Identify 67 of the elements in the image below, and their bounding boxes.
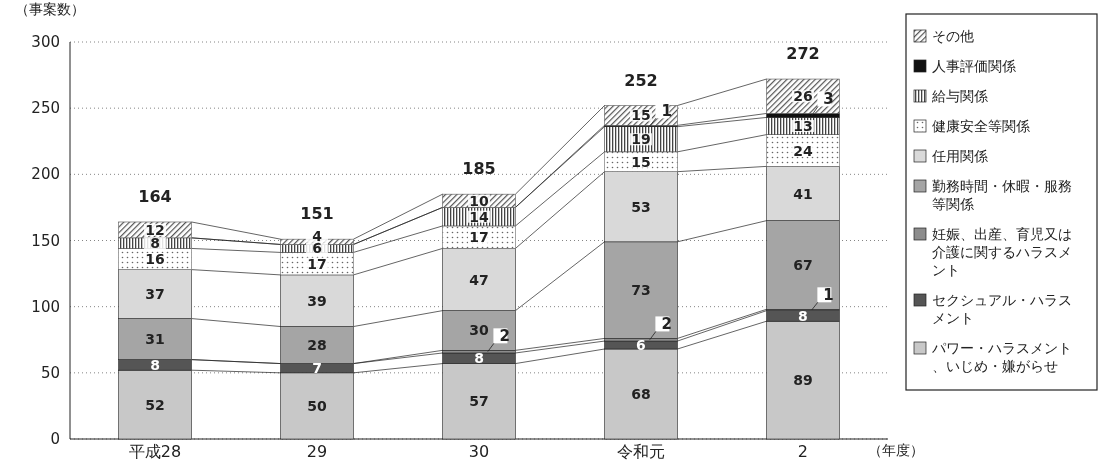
legend-label: 人事評価関係 (932, 58, 1016, 74)
data-label: 19 (631, 131, 651, 148)
data-label: 8 (474, 350, 484, 367)
data-label: 8 (150, 235, 160, 252)
data-label: 52 (145, 396, 165, 413)
data-label: 26 (793, 88, 813, 105)
data-label: 15 (631, 107, 651, 124)
data-label: 8 (150, 356, 160, 373)
data-label: 30 (469, 322, 489, 339)
data-label: 1 (661, 102, 672, 121)
data-label: 53 (631, 198, 651, 215)
data-label: 13 (793, 118, 813, 135)
data-label: 24 (793, 142, 813, 159)
data-label: 16 (145, 251, 165, 268)
legend-label: 健康安全等関係 (932, 118, 1030, 134)
data-label: 2 (499, 327, 510, 346)
data-label: 2 (661, 315, 672, 334)
total-label: 185 (462, 159, 496, 179)
data-label: 3 (823, 90, 834, 109)
data-label: 12 (145, 221, 165, 238)
y-tick-label: 300 (31, 33, 60, 51)
x-tick-label: 令和元 (616, 442, 665, 461)
legend-label: その他 (932, 28, 974, 44)
total-label: 252 (624, 70, 658, 90)
total-label: 151 (300, 204, 334, 224)
y-tick-label: 200 (31, 165, 60, 184)
data-label: 17 (469, 229, 489, 246)
data-label: 1 (823, 286, 834, 305)
data-label: 6 (312, 240, 322, 257)
data-label: 47 (469, 271, 489, 288)
data-label: 67 (793, 256, 813, 273)
x-tick-label: 29 (306, 442, 328, 461)
legend-label: 勤務時間・休暇・服務等関係 (932, 178, 1072, 212)
total-label: 164 (138, 186, 172, 206)
y-axis-title: （事案数） (15, 1, 85, 17)
data-label: 7 (312, 360, 322, 377)
data-label: 37 (145, 286, 165, 303)
legend-label: 給与関係 (931, 88, 988, 104)
legend-label: セクシュアル・ハラスメント (932, 292, 1072, 326)
y-tick-label: 250 (31, 99, 60, 118)
y-tick-label: 150 (31, 231, 60, 250)
y-tick-label: 100 (31, 297, 60, 316)
data-label: 73 (631, 282, 651, 299)
x-tick-label: 2 (797, 442, 809, 461)
y-tick-label: 50 (40, 363, 60, 382)
legend-label: 妊娠、出産、育児又は介護に関するハラスメント (932, 226, 1072, 278)
data-label: 6 (636, 337, 646, 354)
data-label: 50 (307, 397, 328, 414)
data-label: 28 (307, 337, 327, 354)
data-label: 17 (307, 255, 327, 272)
data-label: 39 (307, 292, 327, 309)
data-label: 31 (145, 331, 165, 348)
total-label: 272 (786, 44, 820, 64)
x-axis-title: （年度） (868, 442, 924, 458)
legend-label: パワー・ハラスメント、いじめ・嫌がらせ (931, 340, 1072, 374)
data-label: 41 (793, 185, 813, 202)
data-label: 68 (631, 386, 651, 403)
data-label: 15 (631, 153, 651, 170)
y-tick-label: 0 (50, 430, 60, 448)
x-tick-label: 平成28 (128, 442, 182, 461)
data-label: 10 (469, 192, 489, 209)
legend-label: 任用関係 (931, 148, 988, 164)
data-label: 89 (793, 372, 813, 389)
data-label: 8 (798, 307, 808, 324)
x-tick-label: 30 (468, 442, 490, 461)
data-label: 14 (469, 208, 489, 225)
data-label: 57 (469, 393, 489, 410)
